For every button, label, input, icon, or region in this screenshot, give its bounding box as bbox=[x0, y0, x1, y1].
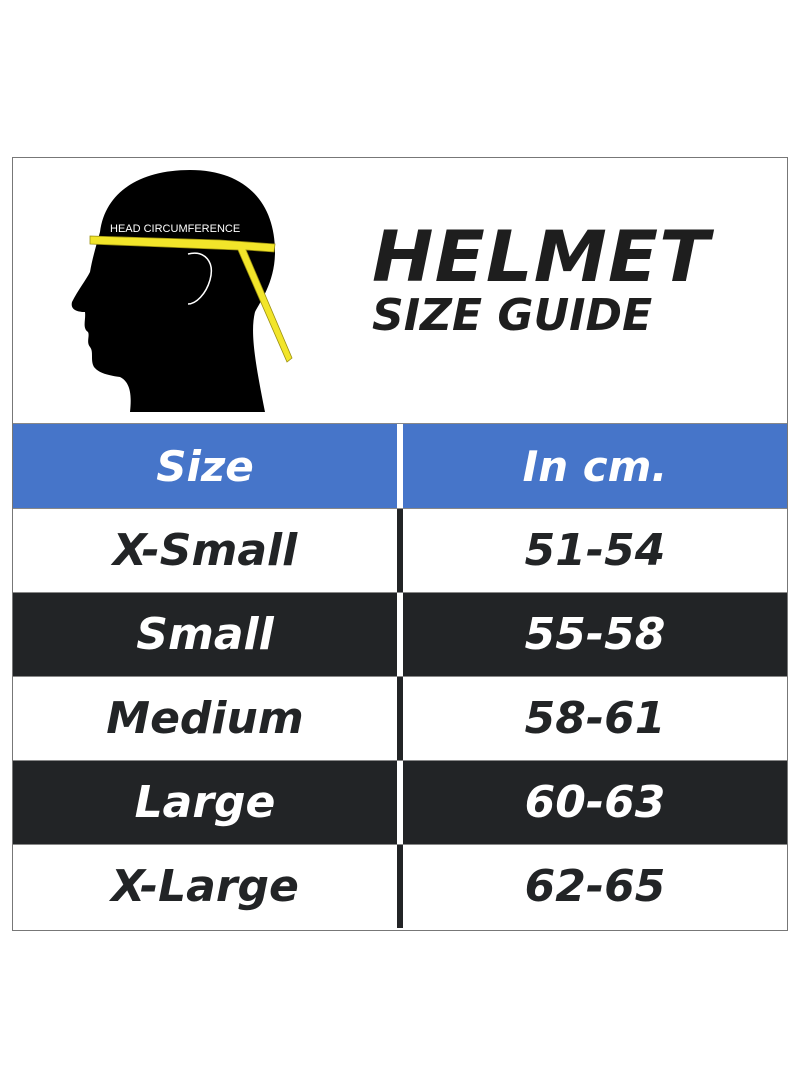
table-row: Small 55-58 bbox=[13, 592, 787, 676]
head-silhouette-icon bbox=[71, 170, 275, 412]
column-header-size: Size bbox=[156, 441, 254, 491]
table-row: Medium 58-61 bbox=[13, 676, 787, 760]
table-row: X-Small 51-54 bbox=[13, 508, 787, 592]
measuring-tape bbox=[89, 235, 293, 363]
size-cell: Small bbox=[13, 593, 397, 676]
column-divider bbox=[397, 845, 403, 928]
head-measurement-illustration: HEAD CIRCUMFERENCE bbox=[71, 170, 293, 412]
column-divider bbox=[397, 509, 403, 592]
column-divider bbox=[397, 593, 403, 676]
size-cell: X-Small bbox=[13, 509, 397, 592]
page-title: HELMET SIZE GUIDE bbox=[372, 222, 709, 341]
cm-cell: 58-61 bbox=[403, 677, 787, 760]
title-line-1: HELMET bbox=[372, 216, 711, 298]
table-header: Size In cm. bbox=[13, 423, 787, 508]
column-divider bbox=[397, 424, 403, 508]
cm-cell: 55-58 bbox=[403, 593, 787, 676]
size-guide-frame bbox=[12, 157, 788, 931]
size-cell: Large bbox=[13, 761, 397, 844]
head-label: HEAD CIRCUMFERENCE bbox=[110, 223, 240, 235]
size-table: Size In cm. X-Small 51-54 Small 55-58 Medium… bbox=[13, 423, 787, 928]
title-line-2: SIZE GUIDE bbox=[372, 290, 653, 341]
size-cell: X-Large bbox=[13, 845, 397, 928]
table-row: X-Large 62-65 bbox=[13, 844, 787, 928]
size-cell: Medium bbox=[13, 677, 397, 760]
column-divider bbox=[397, 677, 403, 760]
cm-cell: 60-63 bbox=[403, 761, 787, 844]
cm-cell: 62-65 bbox=[403, 845, 787, 928]
column-header-cm: In cm. bbox=[522, 441, 668, 491]
column-divider bbox=[397, 761, 403, 844]
ear-outline bbox=[187, 252, 212, 305]
cm-cell: 51-54 bbox=[403, 509, 787, 592]
table-row: Large 60-63 bbox=[13, 760, 787, 844]
